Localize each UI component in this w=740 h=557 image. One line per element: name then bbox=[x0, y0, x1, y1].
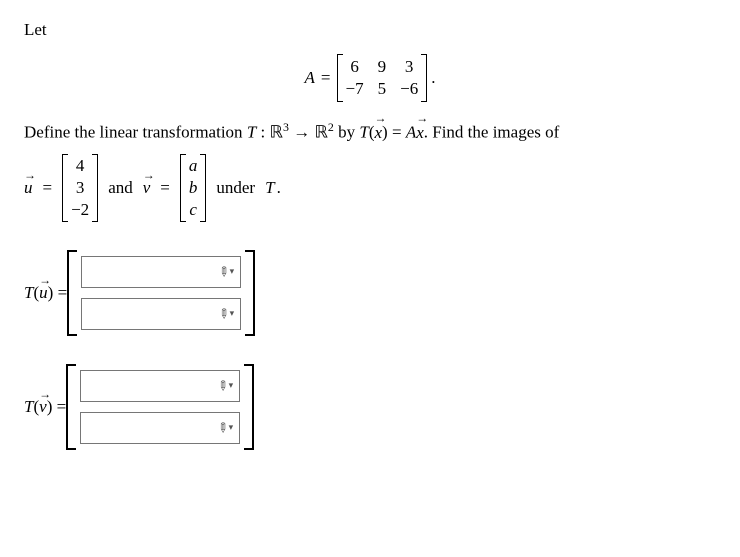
cell: −6 bbox=[400, 79, 418, 99]
cell: b bbox=[189, 178, 198, 198]
bracket-right bbox=[200, 154, 206, 222]
Tu-label: T(u) = bbox=[24, 283, 67, 303]
cell: c bbox=[189, 200, 198, 220]
v: v bbox=[39, 397, 47, 417]
u-vector-label: u bbox=[24, 178, 33, 198]
Tx-T: T bbox=[359, 123, 368, 142]
equation-editor-icon[interactable]: ✎ bbox=[214, 262, 233, 281]
Tu-inputs: ✎▾ ✎▾ bbox=[77, 250, 245, 336]
bracket-right bbox=[92, 154, 98, 222]
by: by bbox=[334, 123, 360, 142]
eq: = bbox=[160, 178, 170, 198]
Tv-row2-field[interactable]: ✎▾ bbox=[80, 412, 240, 444]
intro-text: Let bbox=[24, 20, 716, 40]
v-vector-label: v bbox=[143, 178, 151, 198]
cell: a bbox=[189, 156, 198, 176]
Tv-label: T(v) = bbox=[24, 397, 66, 417]
Tu-row2-input[interactable] bbox=[88, 305, 214, 323]
equation-editor-icon[interactable]: ✎ bbox=[213, 418, 232, 437]
bracket-left bbox=[66, 364, 76, 450]
eq: = bbox=[388, 123, 406, 142]
cell: 3 bbox=[71, 178, 89, 198]
cell: 5 bbox=[378, 79, 387, 99]
and-word: and bbox=[108, 178, 133, 198]
T: T bbox=[247, 123, 256, 142]
post: . Find the images of bbox=[424, 123, 560, 142]
matrix-a-definition: A = 6 9 3 −7 5 −6 . bbox=[24, 54, 716, 102]
bracket-right bbox=[244, 364, 254, 450]
bracket-left bbox=[67, 250, 77, 336]
under-T: T bbox=[265, 178, 274, 198]
period: . bbox=[431, 68, 435, 88]
cell: 9 bbox=[378, 57, 387, 77]
Tv-inputs: ✎▾ ✎▾ bbox=[76, 364, 244, 450]
Tu-row1-input[interactable] bbox=[88, 263, 214, 281]
bracket-left bbox=[62, 154, 68, 222]
Tu-input-matrix: ✎▾ ✎▾ bbox=[67, 250, 255, 336]
define-line: Define the linear transformation T : ℝ3 … bbox=[24, 118, 716, 146]
cell: 6 bbox=[346, 57, 364, 77]
u: u bbox=[39, 283, 48, 303]
matrix-a: 6 9 3 −7 5 −6 bbox=[337, 54, 428, 102]
cell: −7 bbox=[346, 79, 364, 99]
Tv-input-matrix: ✎▾ ✎▾ bbox=[66, 364, 254, 450]
equation-editor-icon[interactable]: ✎ bbox=[214, 304, 233, 323]
R2-R: ℝ bbox=[314, 123, 327, 142]
x-vector: x bbox=[375, 119, 383, 146]
bracket-right bbox=[245, 250, 255, 336]
Tv-row1-field[interactable]: ✎▾ bbox=[80, 370, 240, 402]
Ax-A: A bbox=[406, 123, 416, 142]
vectors-line: u = 4 3 −2 and v = a b c under T. bbox=[24, 154, 716, 222]
Tv-row1-input[interactable] bbox=[87, 377, 213, 395]
Tv-row2-input[interactable] bbox=[87, 419, 213, 437]
under-dot: . bbox=[277, 178, 281, 198]
cell: 4 bbox=[71, 156, 89, 176]
equation-editor-icon[interactable]: ✎ bbox=[213, 376, 232, 395]
under-word: under bbox=[216, 178, 255, 198]
v-vector: a b c bbox=[180, 154, 207, 222]
cell: 3 bbox=[400, 57, 418, 77]
equals-sign: = bbox=[321, 68, 331, 88]
bracket-right bbox=[421, 54, 427, 102]
eq: = bbox=[52, 397, 66, 416]
matrix-a-label: A bbox=[305, 68, 315, 88]
u-vector: 4 3 −2 bbox=[62, 154, 98, 222]
eq: = bbox=[53, 283, 67, 302]
eq: = bbox=[43, 178, 53, 198]
Ax-x: x bbox=[416, 119, 424, 146]
Tu-row1-field[interactable]: ✎▾ bbox=[81, 256, 241, 288]
R3-R: ℝ bbox=[270, 123, 283, 142]
Tu-row2-field[interactable]: ✎▾ bbox=[81, 298, 241, 330]
v-cells: a b c bbox=[189, 156, 198, 220]
text: Define the linear transformation bbox=[24, 123, 247, 142]
Tu-answer: T(u) = ✎▾ ✎▾ bbox=[24, 250, 716, 336]
colon: : bbox=[256, 123, 269, 142]
u-cells: 4 3 −2 bbox=[71, 156, 89, 220]
arrow: → bbox=[289, 123, 315, 142]
cell: −2 bbox=[71, 200, 89, 220]
matrix-a-cells: 6 9 3 −7 5 −6 bbox=[346, 57, 419, 99]
bracket-left bbox=[180, 154, 186, 222]
bracket-left bbox=[337, 54, 343, 102]
Tv-answer: T(v) = ✎▾ ✎▾ bbox=[24, 364, 716, 450]
